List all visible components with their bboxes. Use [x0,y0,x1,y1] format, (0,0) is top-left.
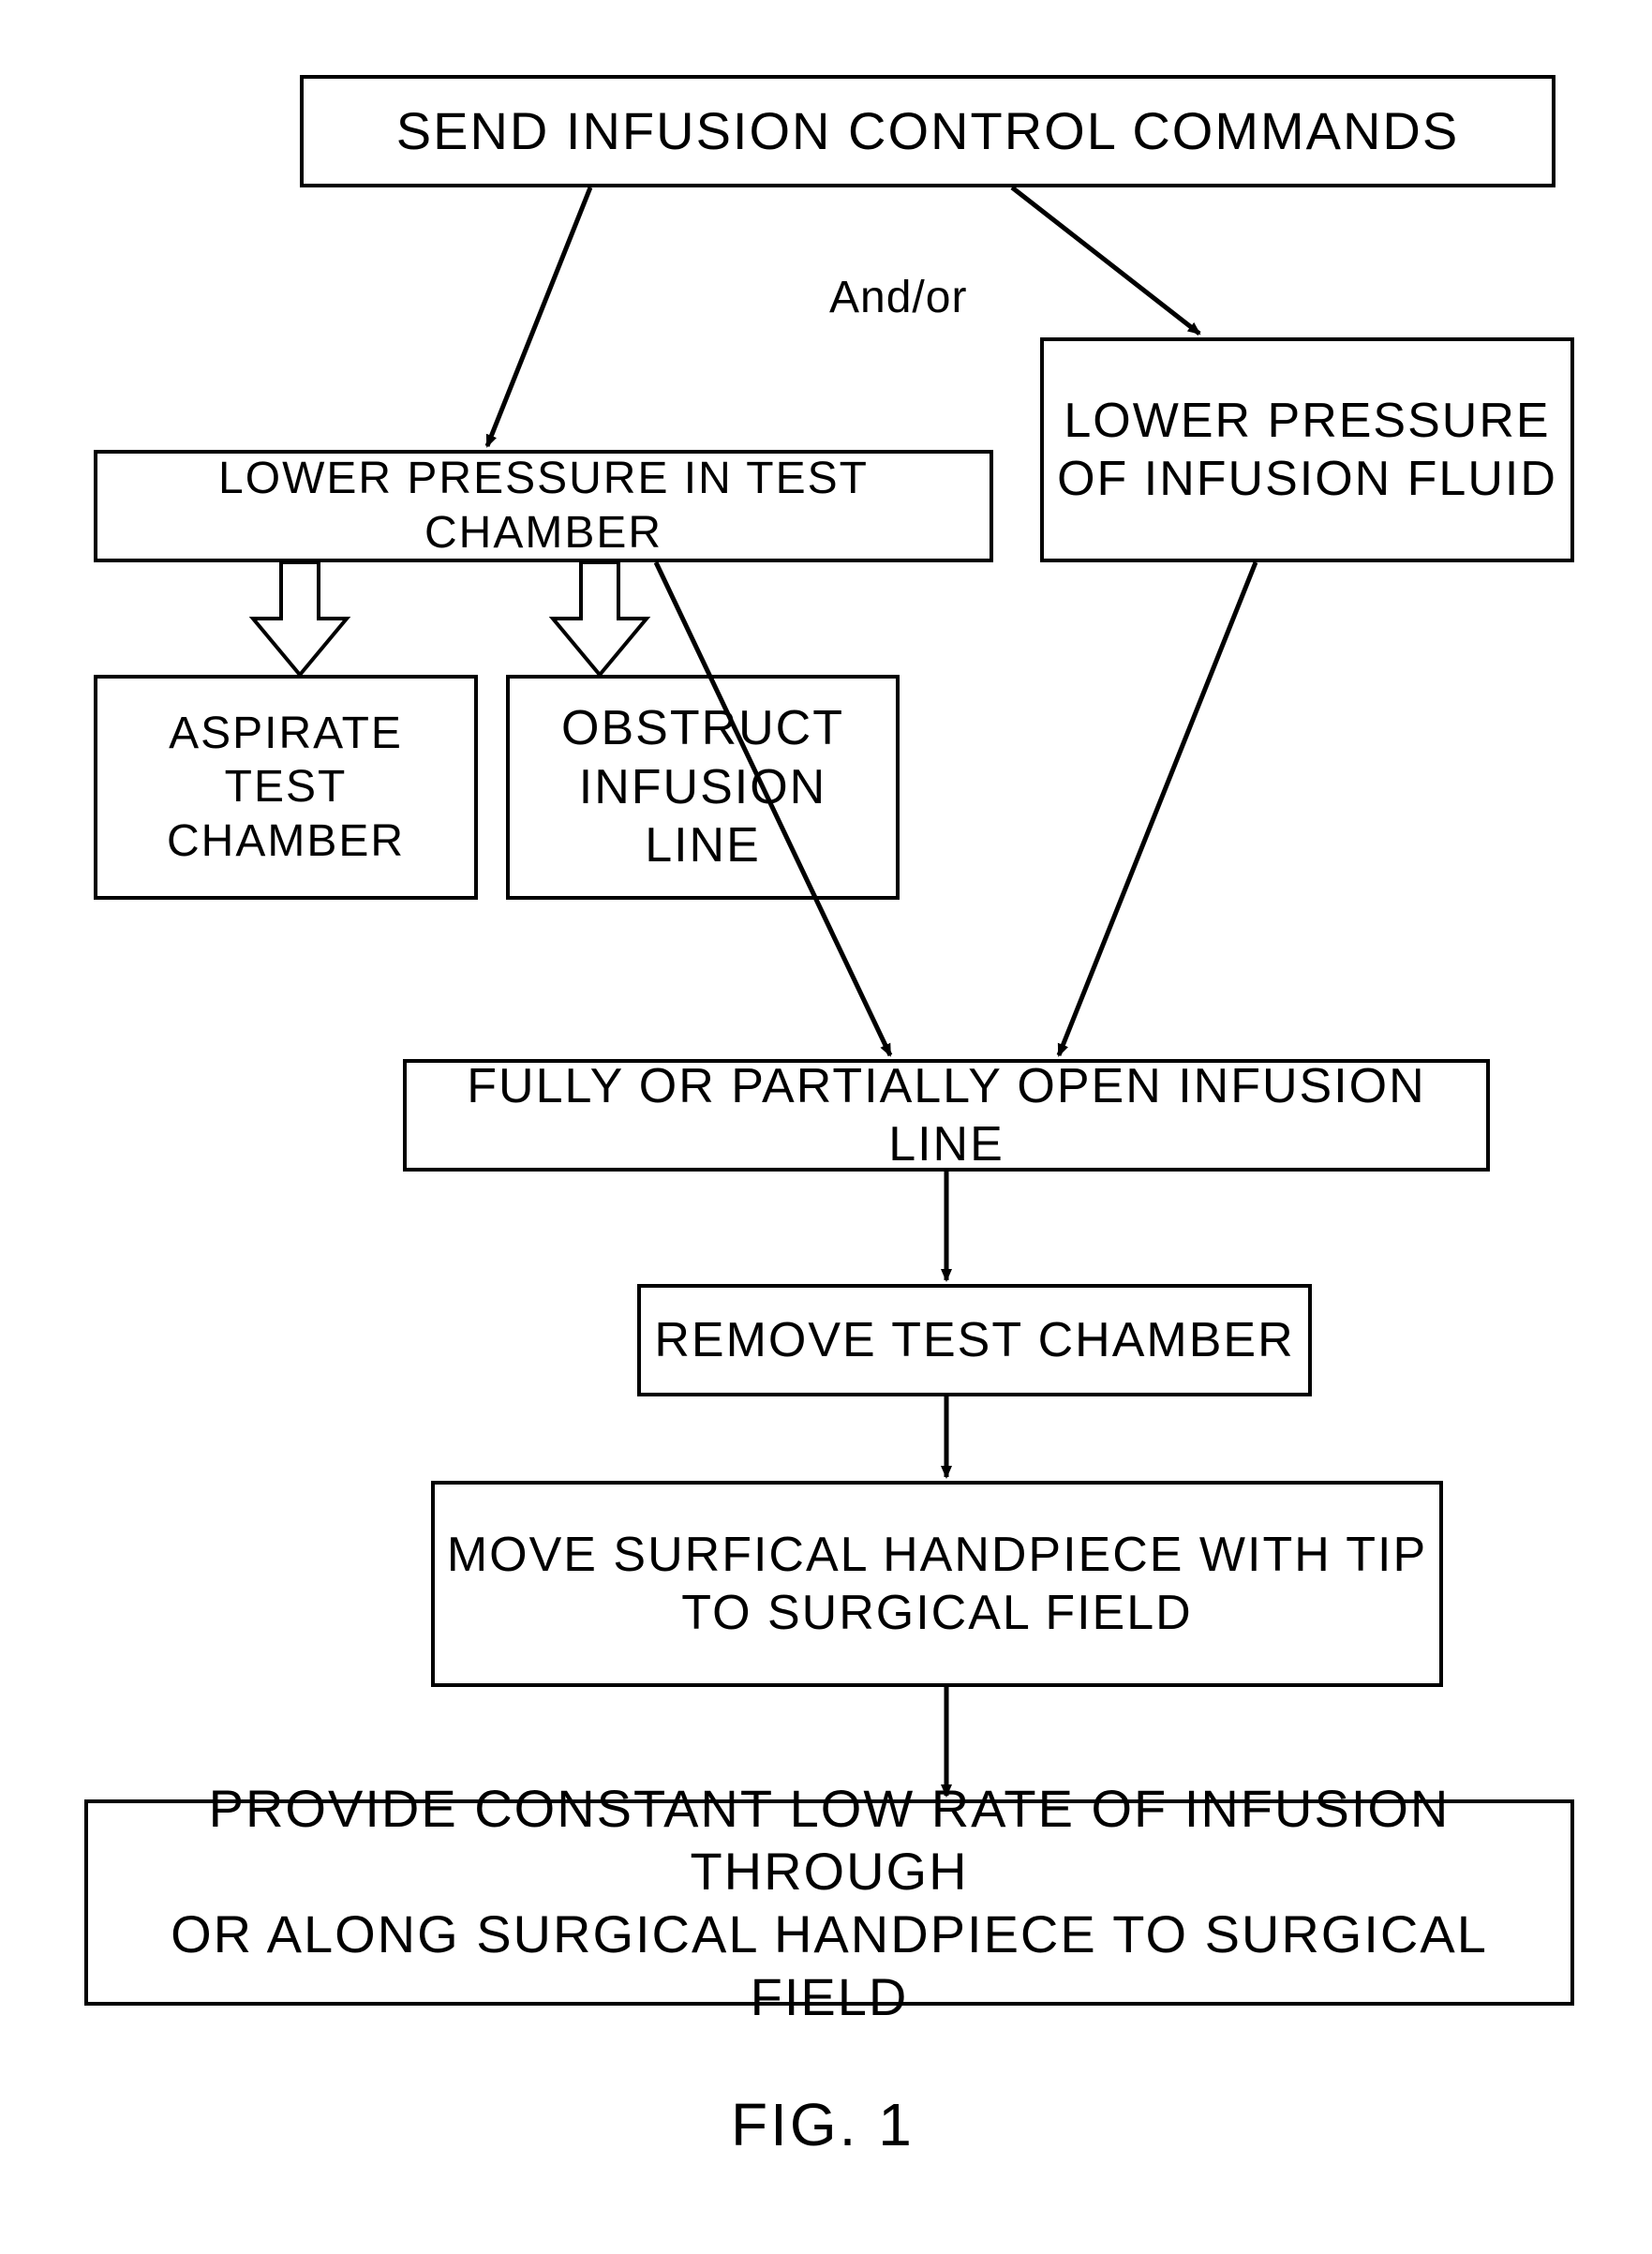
block-arrow-to-aspirate [253,562,347,675]
box-remove-test-chamber: REMOVE TEST CHAMBER [637,1284,1312,1396]
arrow-lowerfluid-to-open [1059,562,1256,1055]
arrow-send-to-lowertest [487,187,590,446]
arrow-send-to-lowerfluid [1012,187,1199,334]
block-arrow-to-obstruct [553,562,647,675]
box-send-commands: SEND INFUSION CONTROL COMMANDS [300,75,1555,187]
label-andor: And/or [829,272,967,323]
box-move-handpiece: MOVE SURFICAL HANDPIECE WITH TIP TO SURG… [431,1481,1443,1687]
box-lower-pressure-infusion-fluid: LOWER PRESSURE OF INFUSION FLUID [1040,337,1574,562]
box-aspirate-test-chamber: ASPIRATE TEST CHAMBER [94,675,478,900]
box-obstruct-infusion-line: OBSTRUCT INFUSION LINE [506,675,900,900]
box-provide-infusion: PROVIDE CONSTANT LOW RATE OF INFUSION TH… [84,1799,1574,2006]
box-lower-pressure-test-chamber: LOWER PRESSURE IN TEST CHAMBER [94,450,993,562]
label-figure: FIG. 1 [731,2090,915,2159]
box-open-infusion-line: FULLY OR PARTIALLY OPEN INFUSION LINE [403,1059,1490,1172]
